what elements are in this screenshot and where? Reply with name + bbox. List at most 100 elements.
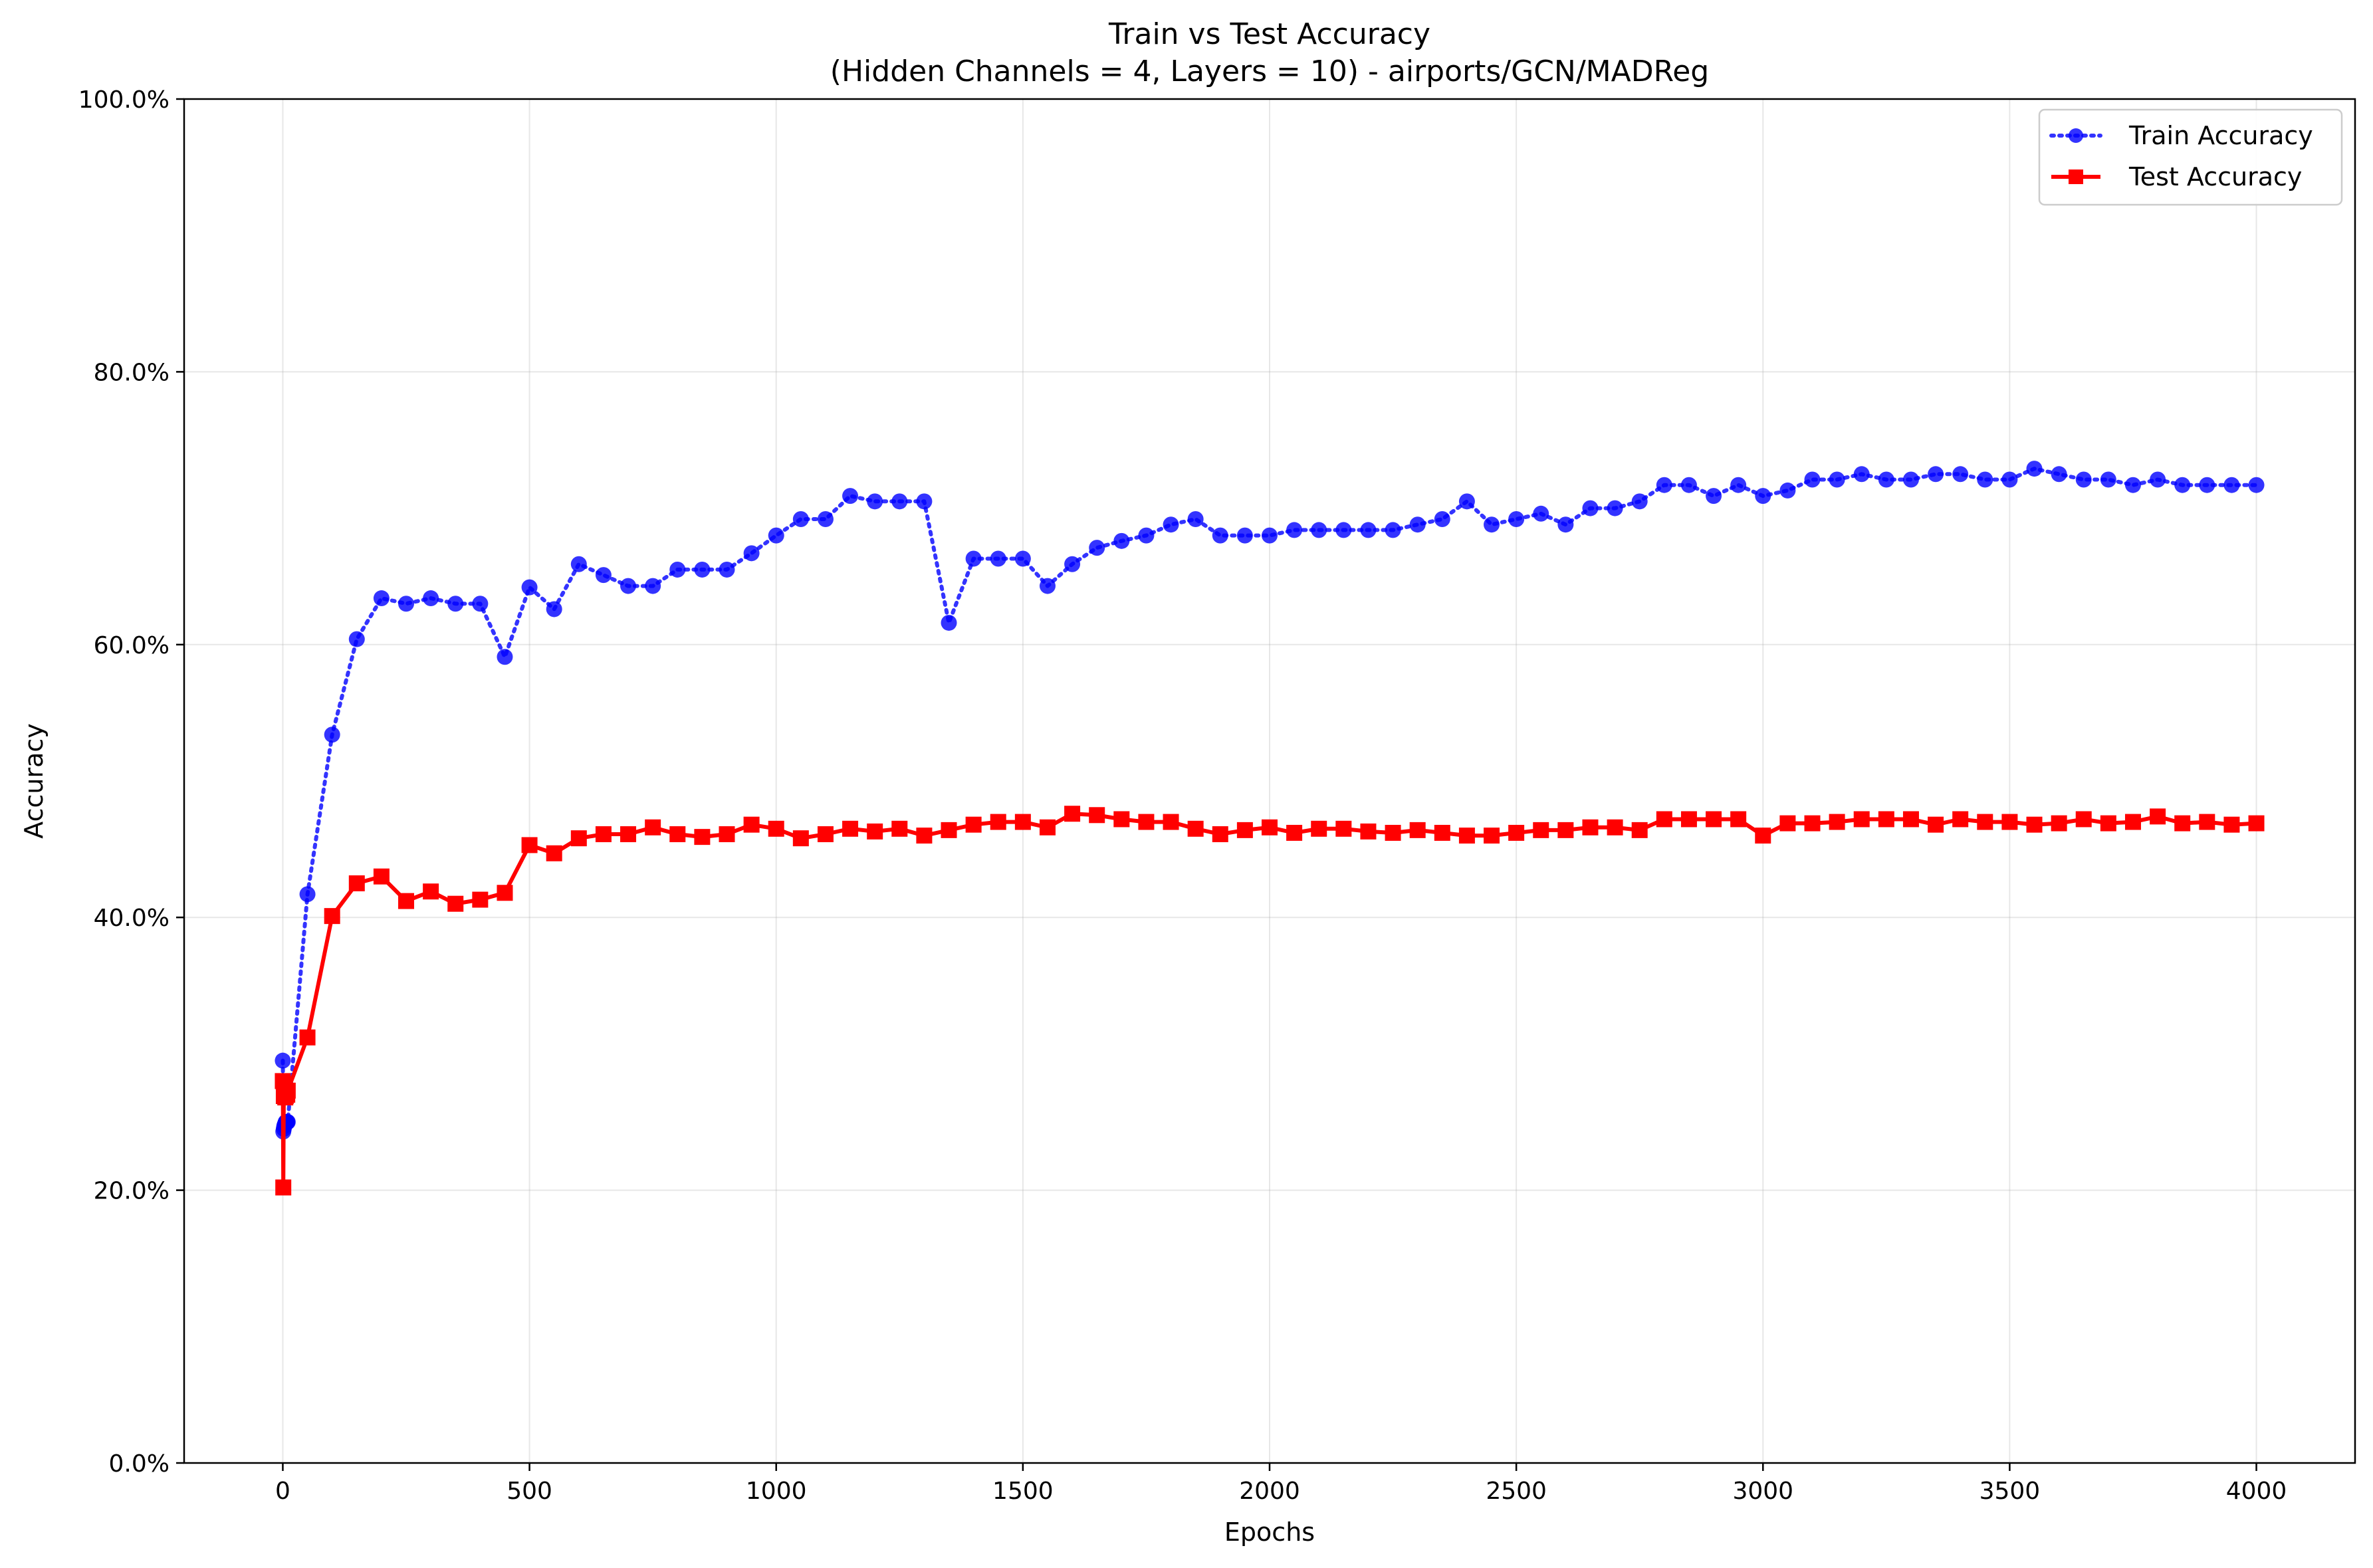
- test-accuracy-point: [2001, 814, 2018, 830]
- test-accuracy-point: [1779, 815, 1796, 832]
- test-accuracy-point: [472, 891, 489, 908]
- train-accuracy-point: [423, 590, 439, 607]
- test-accuracy-point: [620, 826, 637, 843]
- test-accuracy-point: [595, 826, 612, 843]
- test-accuracy-point: [423, 883, 439, 900]
- test-accuracy-point: [1335, 820, 1352, 837]
- test-accuracy-point: [2174, 815, 2191, 832]
- train-accuracy-point: [275, 1052, 291, 1069]
- train-accuracy-point: [1557, 516, 1574, 533]
- test-accuracy-point: [1804, 815, 1821, 832]
- train-accuracy-point: [373, 590, 390, 607]
- test-accuracy-point: [694, 829, 711, 845]
- train-accuracy-point: [1089, 540, 1105, 556]
- test-accuracy-point: [817, 826, 834, 843]
- train-accuracy-point: [1853, 466, 1870, 483]
- test-accuracy-point: [2248, 815, 2265, 832]
- test-accuracy-point: [1434, 824, 1450, 841]
- chart-title: Train vs Test Accuracy: [1108, 17, 1430, 51]
- train-accuracy-point: [497, 649, 513, 665]
- train-accuracy-point: [867, 493, 883, 510]
- train-accuracy-point: [1212, 527, 1228, 544]
- train-accuracy-point: [965, 550, 982, 567]
- test-accuracy-point: [2150, 808, 2166, 825]
- train-accuracy-point: [521, 579, 538, 596]
- train-accuracy-point: [2026, 461, 2043, 477]
- train-accuracy-point: [1484, 516, 1500, 533]
- test-accuracy-point: [1557, 822, 1574, 838]
- train-accuracy-point: [1360, 522, 1377, 538]
- train-accuracy-point: [1804, 471, 1821, 488]
- test-accuracy-point: [348, 875, 365, 891]
- test-accuracy-point: [867, 823, 883, 840]
- test-accuracy-point: [1089, 807, 1105, 824]
- train-accuracy-point: [1064, 556, 1081, 572]
- test-accuracy-point: [916, 828, 933, 844]
- test-accuracy-point: [743, 816, 760, 833]
- train-accuracy-point: [1582, 500, 1599, 516]
- test-accuracy-point: [1236, 822, 1253, 838]
- train-accuracy-point: [1385, 522, 1401, 538]
- train-accuracy-point: [768, 527, 784, 544]
- test-accuracy-point: [1458, 828, 1475, 844]
- y-tick-label: 60.0%: [94, 632, 170, 659]
- test-accuracy-point: [1680, 811, 1697, 828]
- y-axis-label: Accuracy: [19, 723, 49, 839]
- test-accuracy-point: [1014, 814, 1031, 830]
- train-accuracy-point: [472, 596, 489, 612]
- test-accuracy-point: [546, 845, 562, 861]
- y-tick-label: 80.0%: [94, 359, 170, 386]
- train-accuracy-point: [1680, 477, 1697, 493]
- train-accuracy-point: [2124, 477, 2141, 493]
- train-accuracy-point: [1286, 522, 1303, 538]
- train-accuracy-point: [941, 614, 957, 631]
- train-accuracy-point: [595, 567, 612, 584]
- legend-train-label: Train Accuracy: [2128, 121, 2313, 150]
- test-accuracy-point: [1730, 811, 1747, 828]
- train-accuracy-point: [620, 578, 637, 594]
- test-accuracy-point: [2051, 815, 2067, 832]
- test-accuracy-point: [768, 820, 784, 837]
- train-accuracy-point: [1902, 471, 1919, 488]
- train-accuracy-point: [792, 511, 809, 528]
- test-accuracy-point: [1582, 819, 1599, 836]
- train-accuracy-point: [1113, 532, 1130, 549]
- x-tick-label: 1500: [992, 1478, 1054, 1505]
- test-accuracy-point: [1163, 814, 1179, 830]
- test-accuracy-point: [792, 830, 809, 847]
- train-accuracy-point: [669, 561, 686, 578]
- x-tick-label: 2500: [1486, 1478, 1547, 1505]
- test-accuracy-point: [1064, 806, 1081, 822]
- test-accuracy-point: [1829, 814, 1845, 830]
- train-accuracy-point: [1656, 477, 1672, 493]
- train-accuracy-point: [2100, 471, 2116, 488]
- test-accuracy-point: [1409, 822, 1426, 838]
- train-accuracy-point: [1631, 493, 1648, 510]
- train-accuracy-point: [1706, 488, 1722, 504]
- test-accuracy-point: [1286, 824, 1303, 841]
- train-accuracy-point: [447, 596, 464, 612]
- train-accuracy-point: [891, 493, 908, 510]
- test-accuracy-point: [1902, 811, 1919, 828]
- train-accuracy-point: [719, 561, 735, 578]
- train-accuracy-point: [1755, 488, 1771, 504]
- test-accuracy-point: [398, 893, 415, 909]
- test-accuracy-point: [570, 830, 587, 847]
- train-accuracy-point: [1335, 522, 1352, 538]
- x-tick-label: 2000: [1239, 1478, 1300, 1505]
- x-tick-label: 1000: [746, 1478, 807, 1505]
- test-accuracy-point: [1039, 819, 1056, 836]
- x-tick-label: 3500: [1979, 1478, 2041, 1505]
- test-accuracy-point: [1212, 826, 1228, 843]
- train-accuracy-point: [990, 550, 1006, 567]
- train-accuracy-point: [2075, 471, 2092, 488]
- train-accuracy-point: [398, 596, 415, 612]
- test-accuracy-point: [1853, 811, 1870, 828]
- x-tick-label: 500: [507, 1478, 552, 1505]
- train-accuracy-point: [1187, 511, 1204, 528]
- train-accuracy-point: [1928, 466, 1944, 483]
- test-accuracy-point: [1878, 811, 1894, 828]
- train-accuracy-point: [2150, 471, 2166, 488]
- chart-subtitle: (Hidden Channels = 4, Layers = 10) - air…: [830, 55, 1709, 88]
- test-accuracy-point: [2223, 816, 2240, 833]
